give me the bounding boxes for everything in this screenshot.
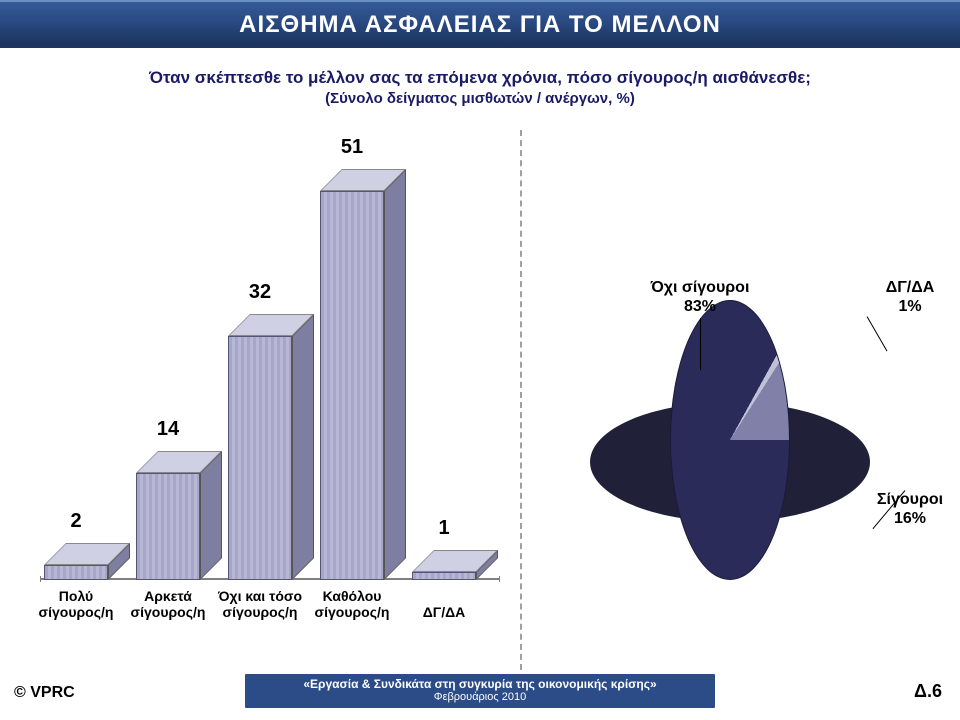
bar-xlabel-2: Όχι και τόσο σίγουρος/η [215, 589, 305, 620]
pie-chart [560, 350, 900, 530]
bar-0: 2 [44, 565, 108, 580]
bar-front-face [320, 191, 384, 580]
bar-3d [412, 572, 476, 580]
bar-value-label: 14 [136, 418, 200, 441]
footer-line1: «Εργασία & Συνδικάτα στη συγκυρία της οι… [245, 677, 715, 691]
axis-tick [40, 576, 41, 582]
bar-2: 32 [228, 336, 292, 580]
xlabel-text: Αρκετά σίγουρος/η [131, 588, 206, 619]
bar-front-face [136, 473, 200, 580]
footer-line2: Φεβρουάριος 2010 [245, 691, 715, 703]
axis-tick [499, 576, 500, 582]
title-bar: ΑΙΣΘΗΜΑ ΑΣΦΑΛΕΙΑΣ ΓΙΑ ΤΟ ΜΕΛΛΟΝ [0, 0, 960, 48]
bar-front-face [228, 336, 292, 580]
pie-label-text: ΔΓ/ΔΑ [886, 279, 935, 296]
bar-3d [320, 191, 384, 580]
bar-side-face [384, 169, 406, 580]
copyright: © VPRC [14, 684, 75, 702]
bar-front-face [44, 565, 108, 580]
vertical-divider [520, 130, 522, 670]
page-number: Δ.6 [914, 681, 942, 702]
bar-3d [44, 565, 108, 580]
survey-subnote: (Σύνολο δείγματος μισθωτών / ανέργων, %) [0, 90, 960, 107]
xlabel-text: Πολύ σίγουρος/η [39, 588, 114, 619]
bar-3d [228, 336, 292, 580]
pie-top-face [670, 300, 790, 580]
bar-3: 51 [320, 191, 384, 580]
bar-side-face [200, 451, 222, 580]
bar-xlabel-1: Αρκετά σίγουρος/η [123, 589, 213, 620]
bar-3d [136, 473, 200, 580]
bar-1: 14 [136, 473, 200, 580]
pie-label-percent: 83% [684, 298, 716, 315]
footer-band: «Εργασία & Συνδικάτα στη συγκυρία της οι… [245, 674, 715, 708]
page-title: ΑΙΣΘΗΜΑ ΑΣΦΑΛΕΙΑΣ ΓΙΑ ΤΟ ΜΕΛΛΟΝ [0, 2, 960, 48]
xlabel-text: ΔΓ/ΔΑ [423, 604, 466, 620]
xlabel-text: Όχι και τόσο σίγουρος/η [218, 588, 302, 619]
bar-side-face [292, 314, 314, 580]
pie-label-dgda: ΔΓ/ΔΑ 1% [870, 278, 950, 316]
bar-value-label: 1 [412, 517, 476, 540]
bar-xlabel-3: Καθόλου σίγουρος/η [307, 589, 397, 620]
bar-value-label: 32 [228, 281, 292, 304]
survey-question: Όταν σκέπτεσθε το μέλλον σας τα επόμενα … [0, 68, 960, 88]
bar-chart: 2 14 32 51 [40, 120, 500, 620]
bar-value-label: 51 [320, 136, 384, 159]
pie-label-percent: 16% [894, 510, 926, 527]
bar-4: 1 [412, 572, 476, 580]
xlabel-text: Καθόλου σίγουρος/η [315, 588, 390, 619]
pie-label-text: Σίγουροι [877, 491, 943, 508]
pie-label-not-sure: Όχι σίγουροι 83% [640, 278, 760, 316]
bar-value-label: 2 [44, 510, 108, 533]
pie-label-sure: Σίγουροι 16% [870, 490, 950, 528]
pie-label-percent: 1% [898, 298, 921, 315]
pie-leader-line [700, 318, 701, 370]
pie-leader-line [867, 316, 888, 351]
bar-xlabel-4: ΔΓ/ΔΑ [399, 605, 489, 620]
bar-front-face [412, 572, 476, 580]
slide-root: ΑΙΣΘΗΜΑ ΑΣΦΑΛΕΙΑΣ ΓΙΑ ΤΟ ΜΕΛΛΟΝ Όταν σκέ… [0, 0, 960, 720]
pie-label-text: Όχι σίγουροι [651, 279, 750, 296]
bar-xlabel-0: Πολύ σίγουρος/η [31, 589, 121, 620]
